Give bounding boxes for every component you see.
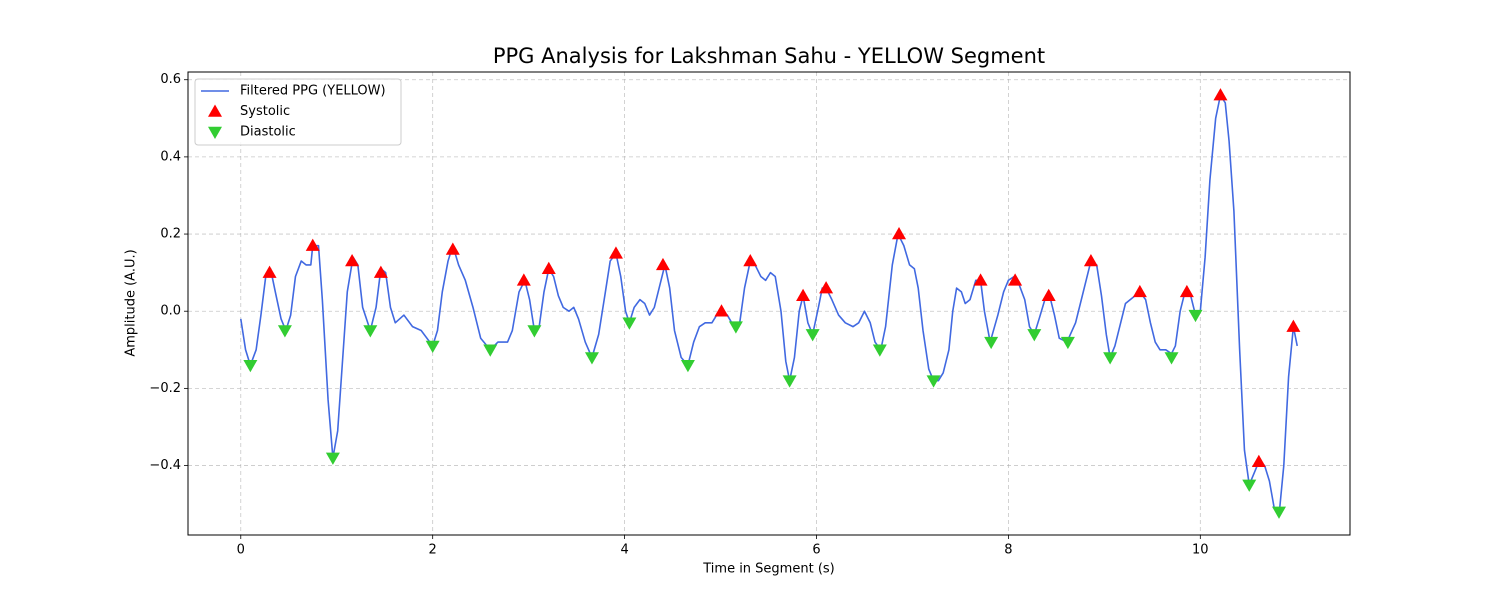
diastolic-marker xyxy=(325,452,340,465)
diastolic-marker xyxy=(1271,506,1286,519)
diastolic-marker xyxy=(926,375,941,388)
diastolic-marker xyxy=(584,352,599,365)
x-axis-label: Time in Segment (s) xyxy=(702,562,834,577)
x-tick-label: 0 xyxy=(237,543,245,558)
x-tick-label: 10 xyxy=(1192,543,1209,558)
systolic-marker xyxy=(1008,273,1023,286)
diastolic-marker xyxy=(872,344,887,357)
diastolic-marker xyxy=(782,375,797,388)
diastolic-marker xyxy=(1103,352,1118,365)
systolic-marker xyxy=(1083,254,1098,267)
y-tick-label: 0.0 xyxy=(160,304,181,319)
axes-frame xyxy=(187,71,1351,536)
systolic-marker xyxy=(1286,319,1301,332)
diastolic-marker xyxy=(728,321,743,334)
legend-label: Systolic xyxy=(240,104,290,119)
diastolic-marker xyxy=(984,336,999,350)
y-axis-label: Amplitude (A.U.) xyxy=(124,249,139,356)
systolic-marker xyxy=(973,273,988,286)
y-tick-label: 0.4 xyxy=(160,149,181,164)
x-tick-label: 2 xyxy=(429,543,437,558)
diastolic-marker xyxy=(527,325,542,338)
systolic-marker xyxy=(1132,284,1147,298)
diastolic-marker xyxy=(1242,479,1257,492)
systolic-marker xyxy=(262,265,277,278)
y-tick-label: 0.6 xyxy=(160,72,181,87)
systolic-marker xyxy=(714,304,729,317)
y-tick-label: −0.4 xyxy=(149,458,181,473)
systolic-marker xyxy=(305,238,320,251)
legend: Filtered PPG (YELLOW) Systolic Diastolic xyxy=(194,78,402,146)
chart-title: PPG Analysis for Lakshman Sahu - YELLOW … xyxy=(493,44,1045,68)
systolic-marker xyxy=(445,242,460,255)
systolic-marker xyxy=(345,254,360,267)
legend-label: Filtered PPG (YELLOW) xyxy=(240,84,386,99)
diastolic-marker xyxy=(1060,336,1075,350)
diastolic-marker xyxy=(622,317,637,330)
x-tick-label: 8 xyxy=(1004,543,1012,558)
diastolic-marker xyxy=(243,359,258,373)
systolic-marker xyxy=(819,281,834,294)
diastolic-marker xyxy=(680,359,695,373)
diastolic-marker xyxy=(425,340,440,353)
systolic-marker xyxy=(516,273,531,286)
diastolic-marker xyxy=(363,325,378,338)
systolic-marker xyxy=(1041,288,1056,302)
legend-swatch xyxy=(208,126,222,139)
legend-box xyxy=(194,78,402,146)
systolic-marker xyxy=(1213,88,1228,101)
systolic-marker xyxy=(743,254,758,267)
diastolic-marker xyxy=(1188,309,1203,323)
diastolic-marker xyxy=(1164,352,1179,365)
systolic-marker xyxy=(541,261,556,275)
x-tick-label: 6 xyxy=(812,543,820,558)
systolic-marker xyxy=(892,227,907,240)
y-tick-label: 0.2 xyxy=(160,227,181,242)
systolic-marker xyxy=(1251,454,1266,467)
diastolic-marker xyxy=(805,329,820,342)
systolic-marker xyxy=(1179,284,1194,298)
diastolic-marker xyxy=(277,325,292,338)
systolic-marker xyxy=(796,288,811,302)
legend-swatch xyxy=(208,104,222,117)
legend-label: Diastolic xyxy=(240,125,296,140)
y-tick-label: −0.2 xyxy=(149,381,181,396)
plot-area xyxy=(239,88,1301,519)
systolic-marker xyxy=(373,265,388,278)
x-tick-label: 4 xyxy=(620,543,628,558)
diastolic-marker xyxy=(483,344,498,357)
diastolic-marker xyxy=(1027,329,1042,342)
systolic-marker xyxy=(608,246,623,259)
systolic-marker xyxy=(655,257,670,271)
